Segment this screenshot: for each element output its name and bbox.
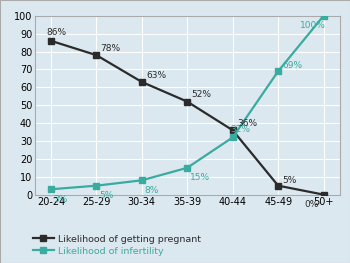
Text: 5%: 5% [99,191,113,200]
Text: 8%: 8% [145,186,159,195]
Text: 15%: 15% [190,173,210,182]
Text: 3%: 3% [54,195,68,204]
Likelihood of infertility [49,188,53,191]
Text: 100%: 100% [300,21,326,30]
Legend: Likelihood of getting pregnant, Likelihood of infertility: Likelihood of getting pregnant, Likeliho… [33,235,201,256]
Likelihood of getting pregnant [185,100,189,103]
Likelihood of getting pregnant [231,129,235,132]
Likelihood of getting pregnant [94,54,98,57]
Likelihood of infertility [185,166,189,169]
Text: 0%: 0% [304,200,318,209]
Likelihood of getting pregnant [322,193,326,196]
Likelihood of infertility [231,136,235,139]
Text: 32%: 32% [230,125,250,134]
Text: 69%: 69% [282,62,302,70]
Likelihood of getting pregnant [140,80,144,84]
Likelihood of infertility [276,70,280,73]
Line: Likelihood of infertility: Likelihood of infertility [48,13,326,192]
Text: 36%: 36% [237,119,257,128]
Likelihood of infertility [140,179,144,182]
Likelihood of infertility [322,14,326,17]
Text: 63%: 63% [146,71,166,80]
Likelihood of infertility [94,184,98,187]
Text: 86%: 86% [47,28,67,37]
Likelihood of getting pregnant [49,39,53,42]
Text: 78%: 78% [100,44,121,53]
Text: 5%: 5% [282,176,297,185]
Text: 52%: 52% [191,90,211,99]
Line: Likelihood of getting pregnant: Likelihood of getting pregnant [48,38,326,198]
Likelihood of getting pregnant [276,184,280,187]
